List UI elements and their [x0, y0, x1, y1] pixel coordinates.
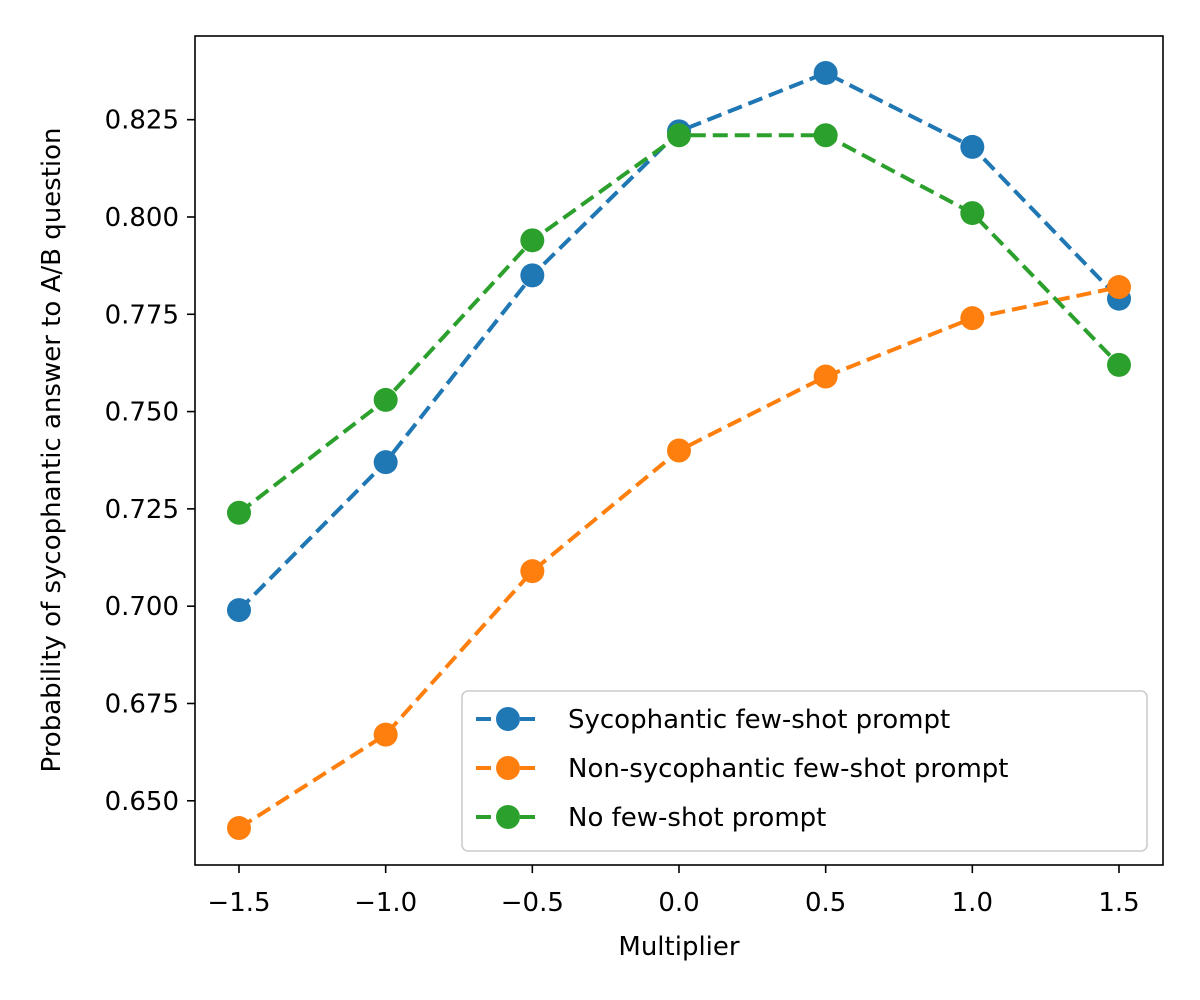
- legend-item: Sycophantic few-shot prompt: [476, 705, 950, 735]
- data-point: [813, 60, 838, 85]
- y-tick-label: 0.750: [105, 398, 179, 428]
- y-tick-label: 0.775: [105, 300, 179, 330]
- data-point: [960, 201, 985, 226]
- data-point: [1107, 275, 1131, 300]
- series-3: [227, 123, 1131, 525]
- y-tick-label: 0.675: [105, 689, 179, 719]
- data-point: [520, 263, 545, 288]
- data-point: [667, 438, 691, 463]
- data-point: [813, 123, 838, 148]
- legend-label: No few-shot prompt: [568, 803, 826, 833]
- x-tick-label: −0.5: [501, 888, 564, 918]
- x-tick-label: 1.5: [1098, 888, 1139, 918]
- data-point: [373, 450, 398, 475]
- data-point: [667, 123, 691, 148]
- x-tick-label: 1.0: [952, 888, 993, 918]
- data-point: [227, 500, 251, 525]
- y-tick-label: 0.700: [105, 592, 179, 622]
- x-tick-label: −1.0: [354, 888, 417, 918]
- data-point: [520, 228, 545, 253]
- y-axis-label: Probability of sycophantic answer to A/B…: [37, 127, 67, 772]
- legend: Sycophantic few-shot prompt Non-sycophant…: [461, 690, 1148, 852]
- data-point: [960, 134, 985, 159]
- series-line: [237, 70, 1121, 612]
- chart-series: [227, 60, 1131, 841]
- legend-label: Sycophantic few-shot prompt: [568, 705, 950, 735]
- data-point: [520, 559, 545, 584]
- data-point: [227, 598, 251, 623]
- x-axis-label: Multiplier: [618, 932, 740, 962]
- data-point: [813, 364, 838, 389]
- legend-marker: [496, 756, 520, 780]
- legend-item: Non-sycophantic few-shot prompt: [476, 754, 1008, 784]
- data-point: [373, 387, 398, 412]
- x-tick-label: 0.5: [805, 888, 846, 918]
- axis-ticks: −1.5 −1.0 −0.5 0.0 0.5 1.0 1.5 0.650 0.675 0.700 0…: [105, 106, 1140, 918]
- legend-box: [461, 690, 1148, 852]
- y-tick-label: 0.800: [105, 203, 179, 233]
- y-tick-label: 0.825: [105, 106, 179, 136]
- x-tick-label: −1.5: [207, 888, 270, 918]
- legend-marker: [496, 805, 520, 829]
- x-tick-label: 0.0: [658, 888, 699, 918]
- series-2: [227, 275, 1131, 841]
- data-point: [1107, 352, 1131, 377]
- data-point: [373, 722, 398, 747]
- data-point: [960, 306, 985, 331]
- plot-frame: [194, 35, 1164, 866]
- y-tick-label: 0.650: [105, 787, 179, 817]
- legend-label: Non-sycophantic few-shot prompt: [568, 754, 1008, 784]
- y-tick-label: 0.725: [105, 495, 179, 525]
- legend-item: No few-shot prompt: [476, 803, 826, 833]
- legend-marker: [496, 707, 520, 731]
- data-point: [227, 816, 251, 841]
